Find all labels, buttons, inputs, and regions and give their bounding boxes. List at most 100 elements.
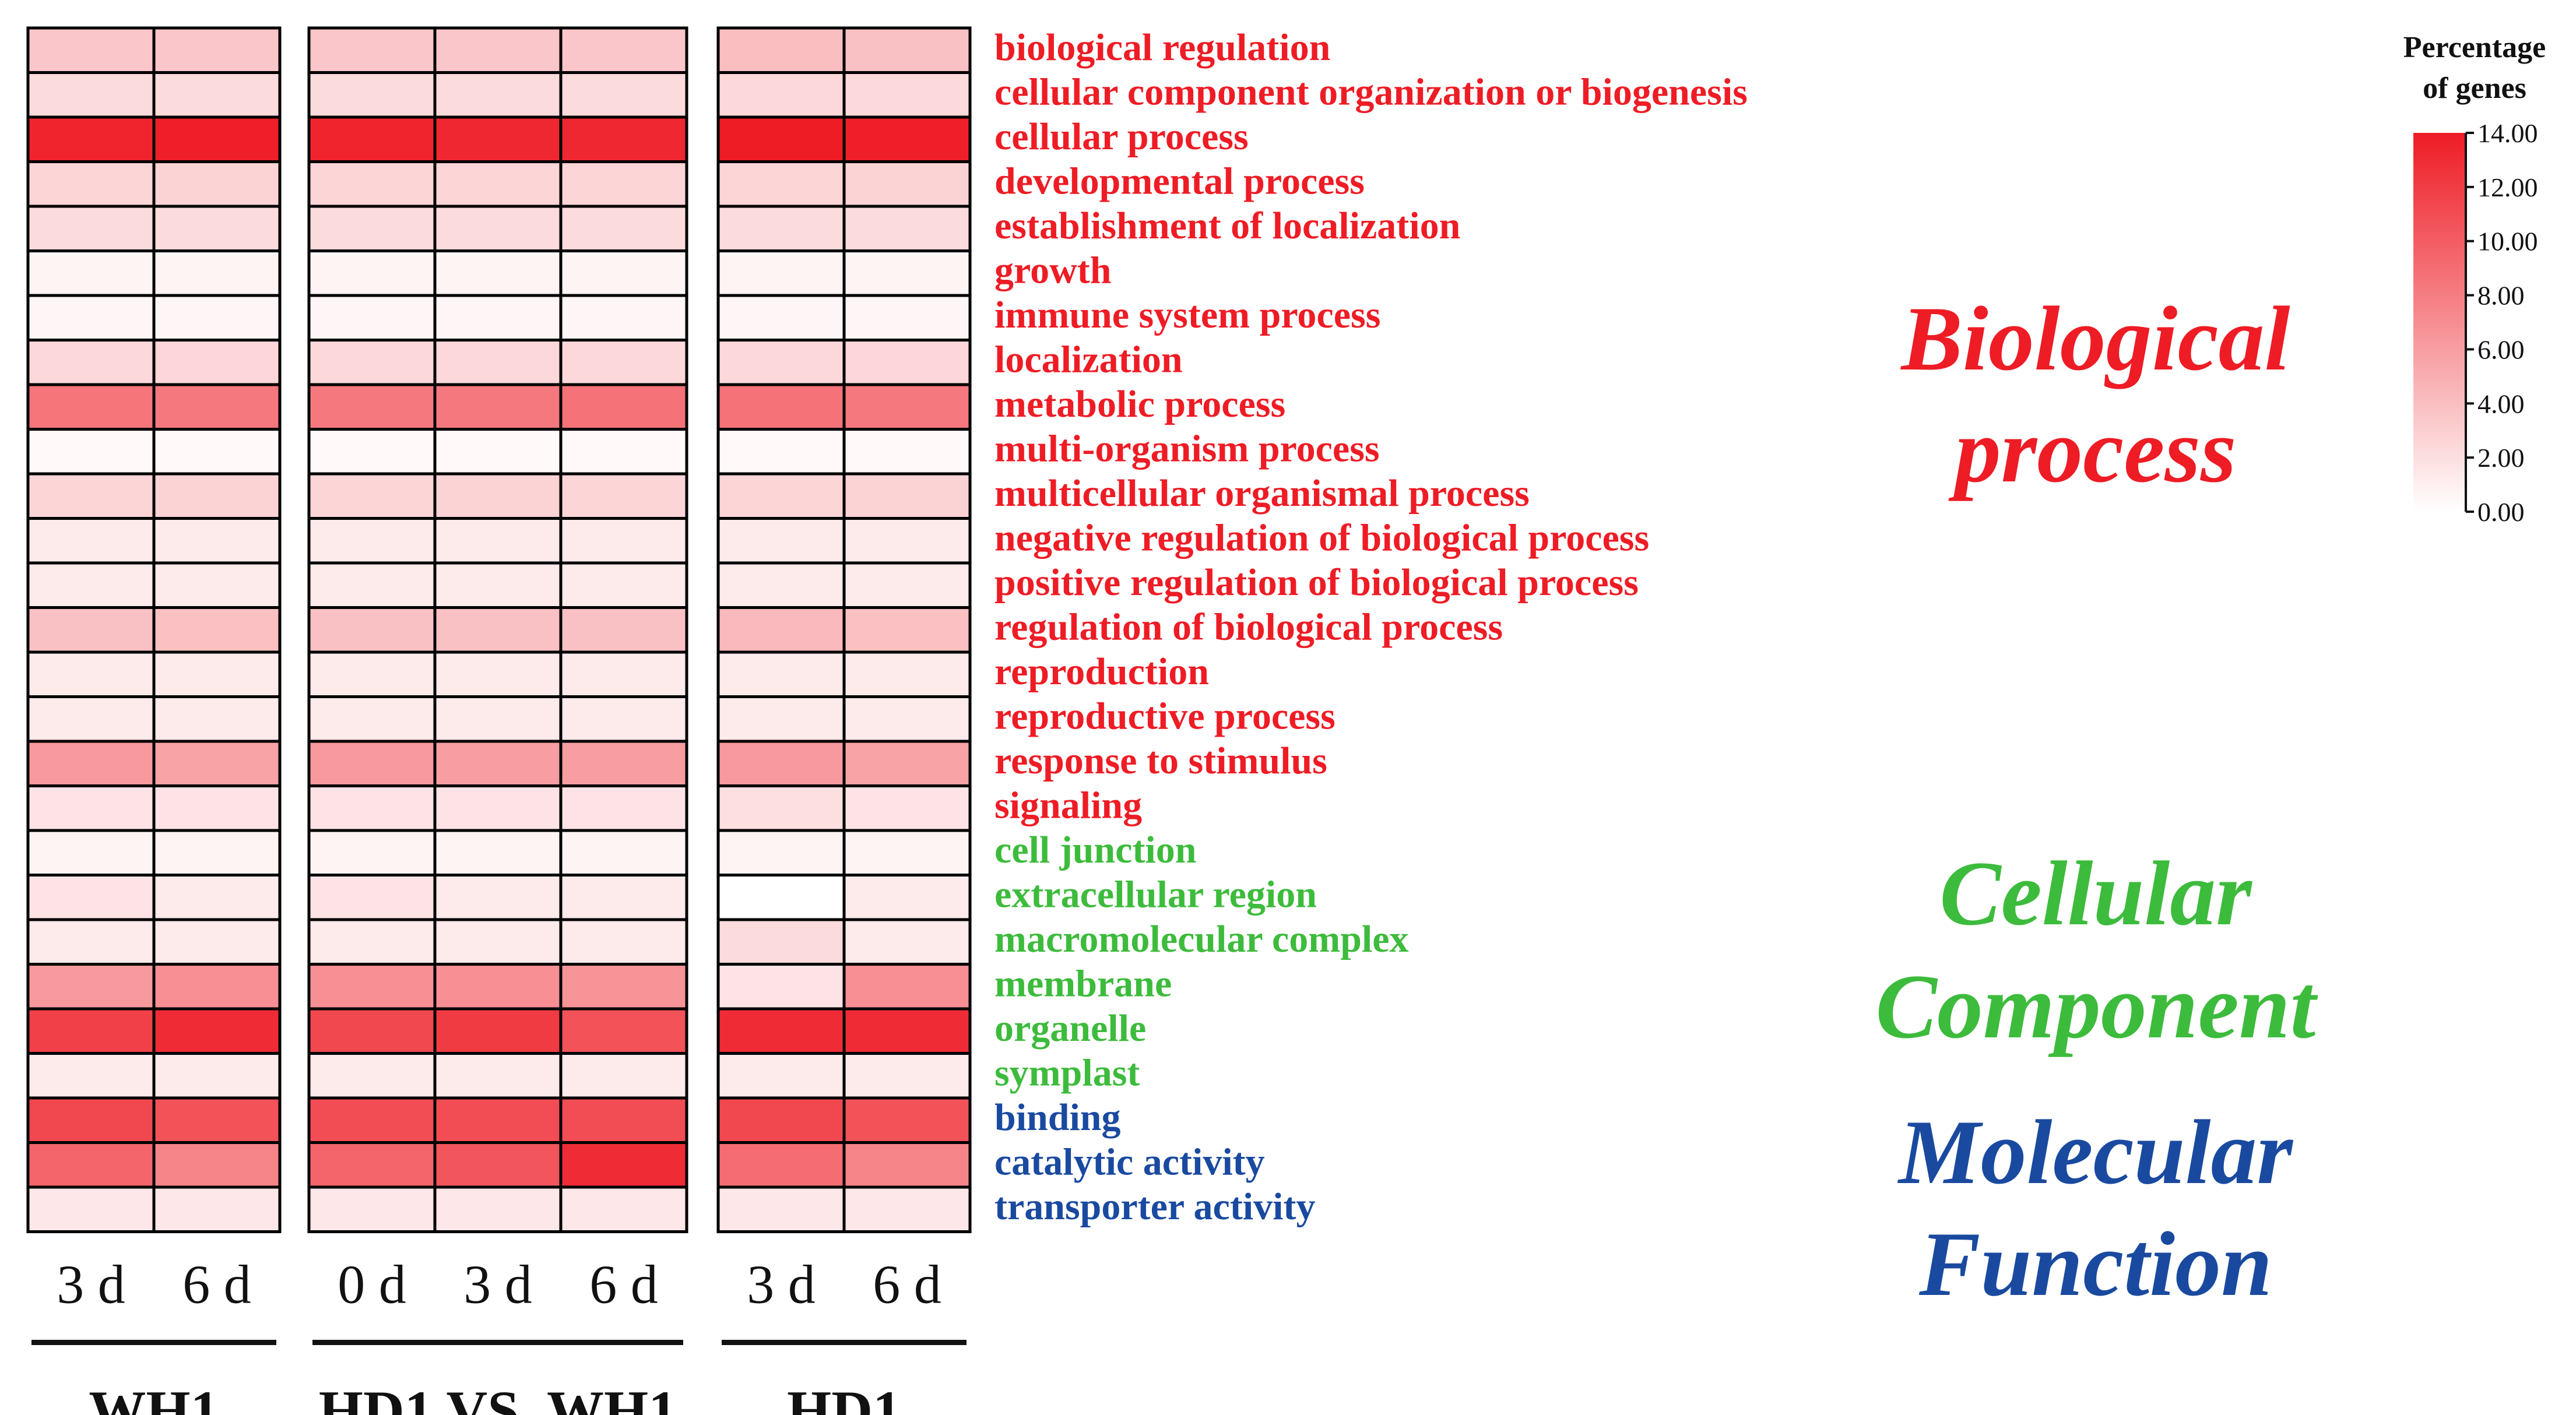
row-label: organelle <box>994 1007 1146 1050</box>
heatmap-cell <box>433 1007 563 1055</box>
heatmap-cell <box>433 71 563 119</box>
row-label: symplast <box>994 1052 1140 1094</box>
row-label: macromolecular complex <box>994 918 1409 960</box>
heatmap-cell <box>842 561 972 609</box>
category-label: Function <box>1918 1213 2272 1315</box>
heatmap-cell <box>26 517 156 565</box>
heatmap-cell <box>152 561 282 609</box>
heatmap-cell <box>716 115 846 163</box>
heatmap-cell <box>307 26 437 74</box>
color-legend: Percentage of genes 14.00 12.00 10.00 8.00 6.0… <box>2403 31 2546 527</box>
heatmap-cell <box>559 160 688 208</box>
heatmap-cell <box>842 918 972 966</box>
heatmap-cell <box>716 829 846 877</box>
heatmap-cell <box>716 1007 846 1055</box>
heatmap-cell <box>433 383 563 431</box>
heatmap-cell <box>152 160 282 208</box>
column-label: 6 d <box>182 1255 251 1315</box>
heatmap-cell <box>842 650 972 698</box>
legend-tick-label: 12.00 <box>2477 173 2538 202</box>
heatmap-cell <box>152 1185 282 1233</box>
heatmap-cell <box>716 1185 846 1233</box>
heatmap-cell <box>433 249 563 297</box>
heatmap-cell <box>26 784 156 832</box>
heatmap-cell <box>559 963 688 1011</box>
heatmap-cell <box>842 874 972 921</box>
heatmap-cell <box>559 918 688 966</box>
heatmap-cell <box>842 71 972 119</box>
row-label: growth <box>994 249 1111 292</box>
heatmap-cell <box>716 561 846 609</box>
heatmap-cells <box>26 26 972 1233</box>
heatmap-cell <box>842 829 972 877</box>
heatmap-cell <box>559 1007 688 1055</box>
heatmap-cell <box>716 383 846 431</box>
heatmap-cell <box>433 428 563 476</box>
heatmap-cell <box>842 383 972 431</box>
heatmap-cell <box>26 339 156 386</box>
heatmap-cell <box>842 963 972 1011</box>
category-label: process <box>1948 400 2237 502</box>
heatmap-cell <box>433 1185 563 1233</box>
heatmap-cell <box>842 339 972 386</box>
heatmap-cell <box>433 205 563 252</box>
heatmap-cell <box>433 1096 563 1144</box>
heatmap-cell <box>26 26 156 74</box>
heatmap-cell <box>842 1007 972 1055</box>
heatmap-cell <box>433 561 563 609</box>
heatmap-cell <box>26 1185 156 1233</box>
row-label: reproduction <box>994 650 1209 693</box>
heatmap-cell <box>433 1052 563 1100</box>
heatmap-cell <box>433 339 563 386</box>
row-label: positive regulation of biological proces… <box>994 561 1639 604</box>
column-label: 6 d <box>873 1255 941 1315</box>
heatmap-cell <box>26 1007 156 1055</box>
column-labels: 3 d 6 d 0 d 3 d 6 d 3 d 6 d <box>57 1255 941 1315</box>
row-label: cellular component organization or bioge… <box>994 71 1748 114</box>
heatmap-cell <box>26 650 156 698</box>
heatmap-cell <box>842 517 972 565</box>
legend-tick-label: 14.00 <box>2477 118 2538 148</box>
heatmap-cell <box>307 472 437 520</box>
heatmap-cell <box>716 339 846 386</box>
column-label: 3 d <box>463 1255 532 1315</box>
heatmap-cell <box>559 339 688 386</box>
heatmap-cell <box>716 26 846 74</box>
heatmap-cell <box>716 71 846 119</box>
heatmap-cell <box>152 294 282 342</box>
heatmap-cell <box>433 740 563 787</box>
heatmap-cell <box>842 1141 972 1189</box>
heatmap-cell <box>307 294 437 342</box>
heatmap-cell <box>716 294 846 342</box>
heatmap-cell <box>559 428 688 476</box>
heatmap-cell <box>307 874 437 921</box>
heatmap-cell <box>307 1096 437 1144</box>
heatmap-cell <box>152 339 282 386</box>
heatmap-cell <box>307 249 437 297</box>
heatmap-cell <box>559 606 688 654</box>
legend-color-bar <box>2413 133 2466 512</box>
row-label: localization <box>994 339 1183 381</box>
heatmap-cell <box>26 1052 156 1100</box>
heatmap-cell <box>26 71 156 119</box>
heatmap-cell <box>433 963 563 1011</box>
row-label: multi-organism process <box>994 428 1380 470</box>
heatmap-cell <box>842 606 972 654</box>
legend-title: of genes <box>2423 72 2526 105</box>
heatmap-cell <box>716 740 846 787</box>
heatmap-cell <box>433 517 563 565</box>
heatmap-cell <box>26 695 156 743</box>
heatmap-cell <box>152 963 282 1011</box>
heatmap-cell <box>842 695 972 743</box>
heatmap-cell <box>716 472 846 520</box>
heatmap-cell <box>307 1141 437 1189</box>
heatmap-cell <box>559 71 688 119</box>
heatmap-cell <box>26 606 156 654</box>
row-label: metabolic process <box>994 383 1285 425</box>
heatmap-cell <box>26 740 156 787</box>
heatmap-cell <box>152 829 282 877</box>
heatmap-cell <box>842 472 972 520</box>
heatmap-cell <box>559 829 688 877</box>
heatmap-cell <box>152 205 282 252</box>
